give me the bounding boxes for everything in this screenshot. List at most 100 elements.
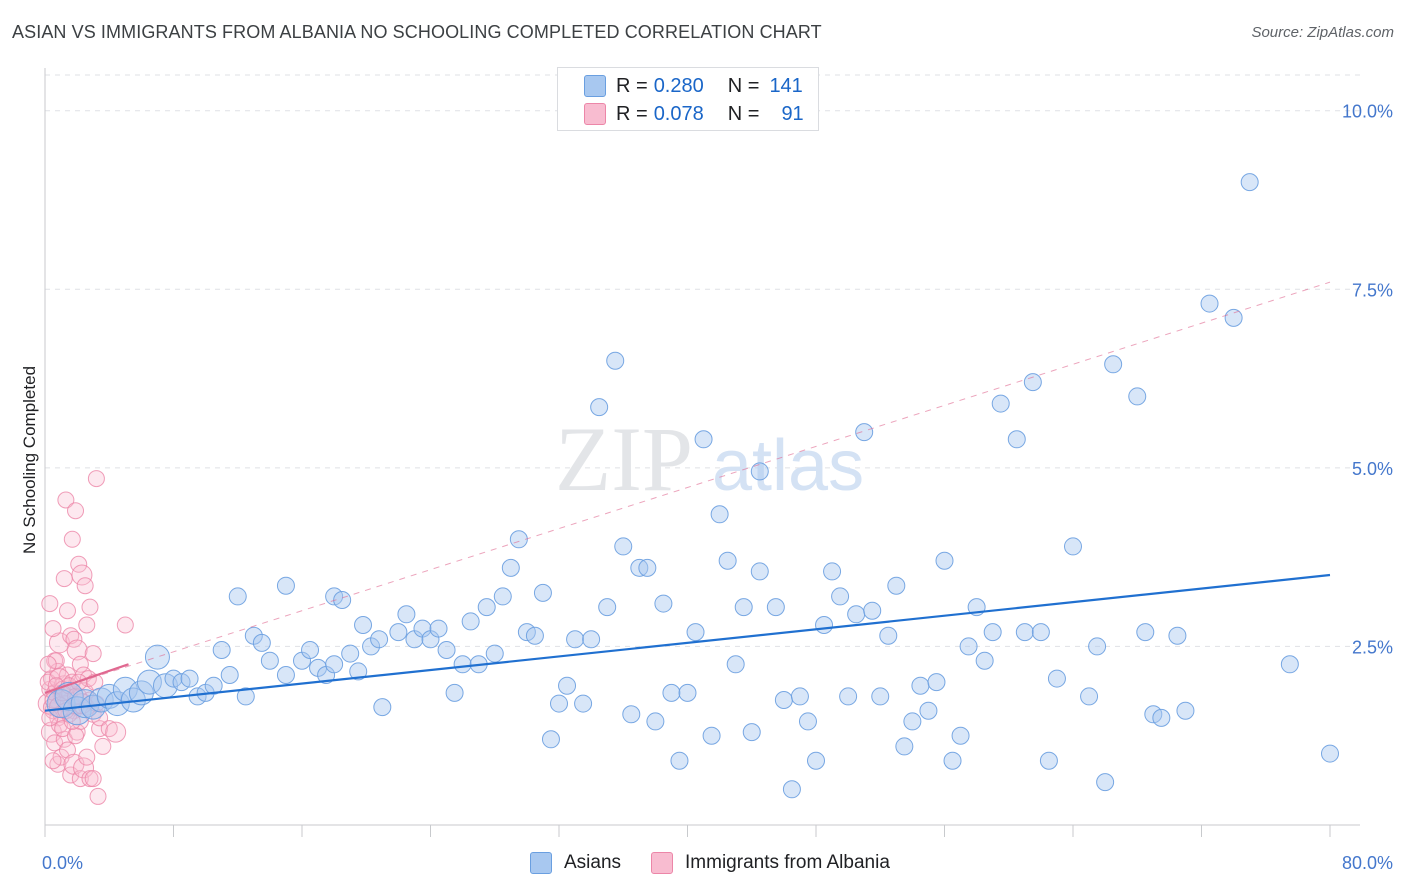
- asians-label: Asians: [564, 852, 622, 873]
- data-point-albania: [46, 734, 64, 752]
- data-point-albania: [63, 530, 81, 548]
- data-point-asian: [606, 351, 625, 370]
- data-point-asian: [1321, 744, 1339, 763]
- data-point-asian: [855, 423, 874, 442]
- data-point-asian: [1096, 773, 1115, 792]
- data-point-asian: [959, 637, 978, 656]
- source-label: Source: ZipAtlas.com: [1251, 24, 1394, 41]
- data-point-asian: [341, 644, 360, 663]
- grid-lines: [45, 74, 1365, 647]
- data-point-asian: [1088, 637, 1107, 656]
- data-point-asian: [485, 644, 504, 663]
- data-point-asian: [276, 666, 295, 684]
- data-point-asian: [991, 394, 1010, 413]
- data-point-asian: [614, 537, 633, 556]
- data-point-albania: [87, 470, 105, 488]
- data-point-asian: [622, 705, 641, 724]
- asians-series: [46, 173, 1339, 799]
- data-point-asian: [951, 726, 970, 745]
- data-point-asian: [919, 701, 938, 720]
- data-point-asian: [911, 676, 930, 695]
- chart-title: ASIAN VS IMMIGRANTS FROM ALBANIA NO SCHO…: [12, 22, 822, 42]
- data-point-asian: [702, 726, 721, 745]
- watermark-zip: ZIP: [555, 408, 693, 510]
- data-point-asian: [1168, 626, 1187, 645]
- asians-swatch: [584, 75, 606, 97]
- data-point-asian: [1136, 623, 1155, 642]
- data-point-asian: [646, 712, 665, 731]
- data-point-albania: [76, 577, 94, 595]
- data-point-asian: [236, 687, 255, 706]
- data-point-albania: [67, 502, 85, 520]
- data-point-asian: [983, 623, 1002, 642]
- data-point-albania: [44, 752, 62, 770]
- data-point-asian: [638, 558, 657, 577]
- data-point-albania: [67, 727, 85, 745]
- data-point-asian: [493, 587, 512, 606]
- data-point-asian: [461, 612, 480, 631]
- data-point-asian: [204, 676, 223, 695]
- data-point-asian: [734, 598, 753, 617]
- data-point-albania: [78, 616, 96, 634]
- albania-label: Immigrants from Albania: [685, 852, 890, 873]
- data-point-albania: [66, 639, 88, 661]
- data-point-asian: [1128, 387, 1147, 406]
- data-point-asian: [871, 687, 890, 706]
- data-point-albania: [58, 602, 76, 620]
- data-point-asian: [694, 430, 713, 449]
- data-point-albania: [55, 570, 73, 588]
- data-point-asian: [509, 530, 528, 549]
- data-point-asian: [582, 630, 601, 649]
- data-point-asian: [839, 687, 858, 706]
- data-point-asian: [1031, 623, 1050, 642]
- data-point-albania: [71, 655, 89, 673]
- data-point-asian: [903, 712, 922, 731]
- trend-albania-projection: [44, 281, 1331, 694]
- data-point-asian: [566, 630, 585, 649]
- data-point-albania: [116, 616, 134, 634]
- data-point-asian: [782, 780, 801, 799]
- watermark: ZIP atlas: [555, 408, 864, 510]
- data-point-asian: [370, 630, 389, 649]
- data-point-asian: [742, 723, 761, 742]
- data-point-asian: [718, 551, 737, 570]
- y-tick-label: 2.5%: [1352, 637, 1393, 657]
- data-point-asian: [798, 712, 817, 731]
- data-point-asian: [501, 558, 520, 577]
- data-point-asian: [1152, 708, 1171, 727]
- data-point-asian: [558, 676, 577, 695]
- data-point-albania: [58, 741, 76, 759]
- data-point-asian: [1023, 373, 1042, 392]
- data-point-albania: [78, 748, 96, 766]
- data-point-asian: [726, 655, 745, 674]
- data-point-albania: [41, 595, 59, 613]
- data-point-asian: [1064, 537, 1082, 556]
- data-point-asian: [1224, 308, 1243, 327]
- asians-swatch: [530, 852, 552, 874]
- data-point-albania: [44, 620, 62, 638]
- data-point-asian: [895, 737, 914, 756]
- data-point-albania: [84, 770, 102, 788]
- y-tick-label: 7.5%: [1352, 280, 1393, 300]
- data-point-albania: [89, 787, 107, 805]
- albania-swatch: [584, 103, 606, 125]
- data-point-asian: [766, 598, 785, 617]
- data-point-asian: [815, 616, 834, 634]
- data-point-asian: [574, 694, 593, 713]
- data-point-albania: [105, 721, 127, 743]
- data-point-asian: [212, 641, 231, 659]
- data-point-asian: [975, 651, 994, 670]
- data-point-asian: [807, 751, 825, 770]
- bottom-legend-asians: Asians: [530, 852, 621, 874]
- data-point-asian: [252, 633, 271, 652]
- n-label: N =: [727, 74, 760, 97]
- data-point-asian: [276, 576, 295, 595]
- data-point-asian: [453, 655, 472, 674]
- data-point-albania: [39, 655, 57, 673]
- data-point-asian: [686, 623, 705, 642]
- data-point-asian: [180, 669, 199, 688]
- data-point-asian: [541, 730, 560, 749]
- data-point-asian: [598, 598, 617, 617]
- watermark-atlas: atlas: [712, 426, 864, 506]
